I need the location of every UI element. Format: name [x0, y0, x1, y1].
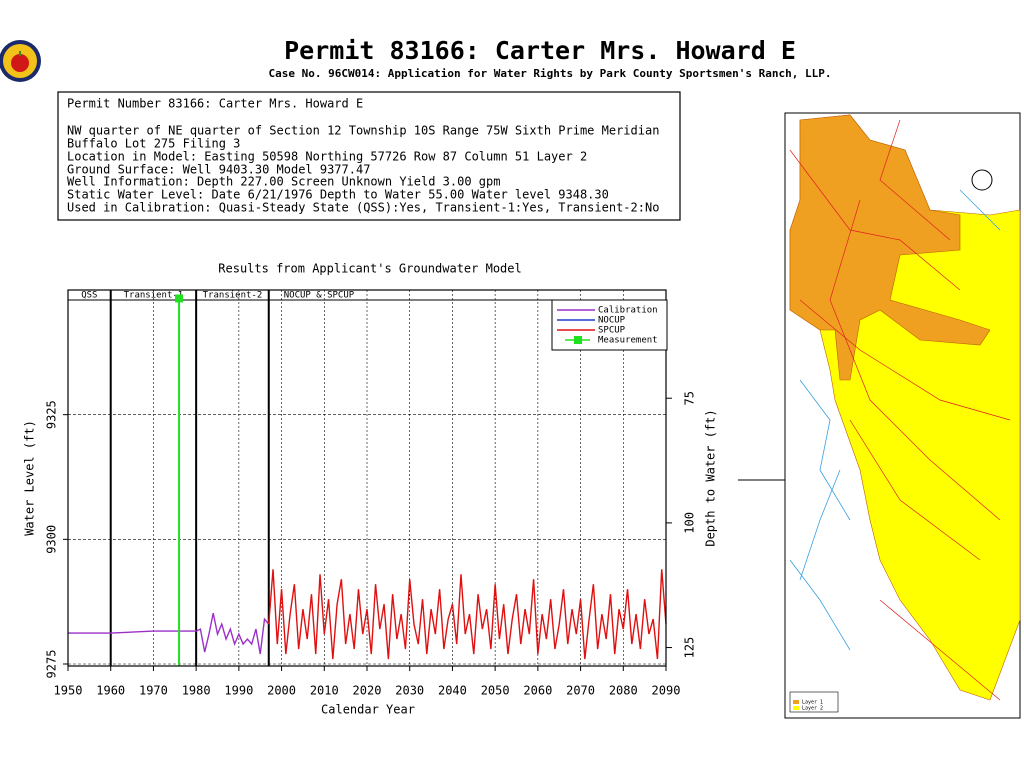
series-line — [68, 613, 270, 655]
x-axis-label: Calendar Year — [321, 703, 415, 717]
info-line: NW quarter of NE quarter of Section 12 T… — [67, 124, 659, 138]
info-box — [57, 91, 681, 221]
plot-frame — [67, 289, 667, 667]
y-tick-label: 9325 — [45, 400, 59, 429]
phase-label: NOCUP & SPCUP — [284, 291, 355, 301]
x-tick-label: 2020 — [353, 684, 382, 698]
map-legend: Layer 1 — [802, 700, 823, 706]
phase-label: Transient-2 — [203, 291, 263, 301]
y2-tick-label: 125 — [683, 637, 697, 659]
x-tick-label: 2070 — [566, 684, 595, 698]
phase-label: Transient-1 — [124, 291, 184, 301]
x-tick-label: 1970 — [139, 684, 168, 698]
x-tick-label: 1990 — [224, 684, 253, 698]
map: Layer 1 Layer 2 — [738, 112, 1021, 719]
info-line: Well Information: Depth 227.00 Screen Un… — [67, 175, 500, 189]
page-title: Permit 83166: Carter Mrs. Howard E — [284, 36, 796, 65]
info-lines: Permit Number 83166: Carter Mrs. Howard … — [67, 97, 659, 215]
legend-label: NOCUP — [598, 316, 626, 326]
y2-tick-label: 75 — [683, 391, 697, 405]
x-tick-label: 2030 — [395, 684, 424, 698]
x-tick-label: 2010 — [310, 684, 339, 698]
plot: Results from Applicant's Groundwater Mod… — [23, 262, 718, 717]
x-tick-label: 2050 — [481, 684, 510, 698]
chart-title: Results from Applicant's Groundwater Mod… — [218, 262, 521, 276]
legend-label: Calibration — [598, 306, 658, 316]
x-tick-label: 2060 — [523, 684, 552, 698]
legend-label: SPCUP — [598, 326, 626, 336]
page-subtitle: Case No. 96CW014: Application for Water … — [269, 67, 832, 80]
phase-label: QSS — [81, 291, 97, 301]
y-axis-label: Water Level (ft) — [23, 420, 37, 536]
x-tick-label: 1960 — [96, 684, 125, 698]
logo — [0, 40, 41, 82]
y2-axis-label: Depth to Water (ft) — [704, 409, 718, 546]
y-tick-label: 9300 — [45, 525, 59, 554]
legend-label: Measurement — [598, 336, 658, 346]
info-line: Permit Number 83166: Carter Mrs. Howard … — [67, 97, 363, 111]
map-legend: Layer 2 — [802, 706, 823, 712]
x-tick-label: 2040 — [438, 684, 467, 698]
legend-swatch — [574, 336, 582, 344]
x-tick-label: 2000 — [267, 684, 296, 698]
info-line: Buffalo Lot 275 Filing 3 — [67, 137, 240, 151]
x-tick-label: 2080 — [609, 684, 638, 698]
measurement — [175, 294, 184, 303]
info-line: Used in Calibration: Quasi-Steady State … — [67, 201, 659, 215]
series-line — [268, 569, 667, 660]
y2-tick-label: 100 — [683, 512, 697, 534]
info-line: Static Water Level: Date 6/21/1976 Depth… — [67, 188, 609, 202]
x-tick-label: 1980 — [182, 684, 211, 698]
x-tick-label: 1950 — [54, 684, 83, 698]
info-line: Ground Surface: Well 9403.30 Model 9377.… — [67, 163, 370, 177]
y-tick-label: 9275 — [45, 650, 59, 679]
legend-box — [551, 299, 668, 351]
info-line: Location in Model: Easting 50598 Northin… — [67, 150, 587, 164]
x-tick-label: 2090 — [652, 684, 681, 698]
